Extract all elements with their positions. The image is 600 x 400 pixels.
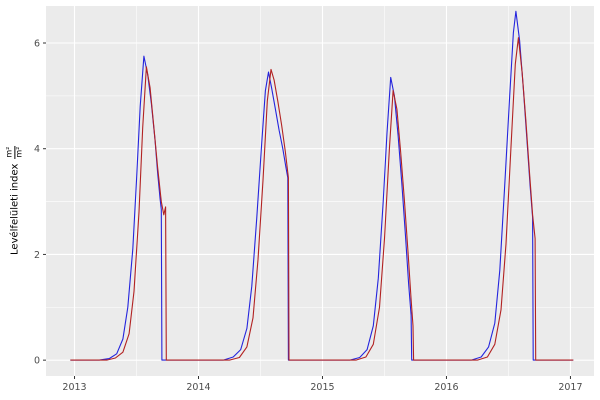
y-tick-labels: 0 2 4 6 bbox=[34, 39, 40, 367]
panel-background bbox=[46, 6, 594, 376]
svg-text:2: 2 bbox=[34, 250, 40, 261]
svg-text:0: 0 bbox=[34, 356, 40, 367]
tick-marks bbox=[43, 42, 571, 379]
major-gridlines bbox=[46, 6, 594, 376]
svg-text:2017: 2017 bbox=[558, 382, 582, 393]
svg-text:2015: 2015 bbox=[310, 382, 334, 393]
minor-gridlines bbox=[46, 6, 594, 376]
svg-text:2016: 2016 bbox=[434, 382, 458, 393]
series-blue bbox=[70, 10, 574, 361]
series-red bbox=[70, 37, 574, 361]
svg-text:6: 6 bbox=[34, 39, 40, 50]
svg-text:2014: 2014 bbox=[186, 382, 210, 393]
svg-text:2013: 2013 bbox=[62, 382, 86, 393]
x-tick-labels: 2013 2014 2015 2016 2017 bbox=[62, 382, 582, 393]
svg-text:4: 4 bbox=[34, 144, 40, 155]
